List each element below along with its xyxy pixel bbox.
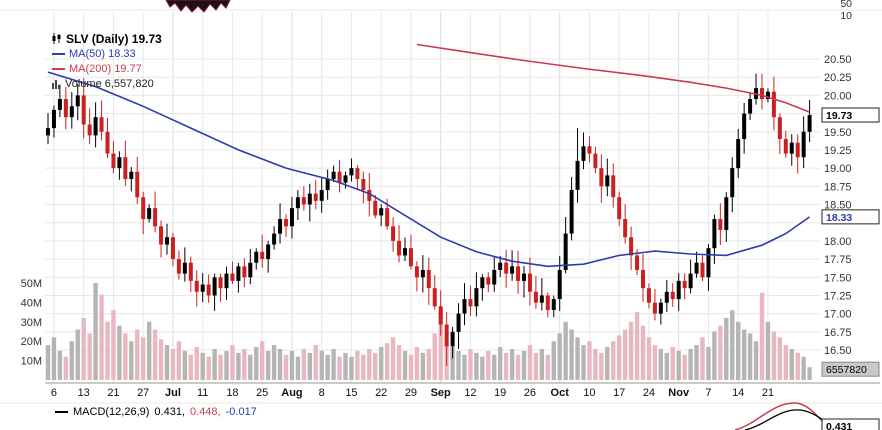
legend-ma200: MA(200) 19.77: [52, 61, 162, 76]
chart-legend: SLV (Daily) 19.73 MA(50) 18.33 MA(200) 1…: [52, 31, 162, 91]
svg-text:22: 22: [375, 387, 387, 399]
svg-text:50M: 50M: [21, 278, 42, 290]
svg-text:8: 8: [319, 387, 325, 399]
candles: [46, 73, 812, 367]
svg-text:20.50: 20.50: [824, 54, 852, 66]
svg-text:19.25: 19.25: [824, 145, 852, 157]
macd-value-badge: [821, 418, 880, 430]
svg-text:14: 14: [732, 387, 744, 399]
svg-text:21: 21: [762, 387, 774, 399]
svg-text:30M: 30M: [21, 317, 42, 329]
svg-text:10: 10: [583, 387, 595, 399]
svg-text:18.33: 18.33: [826, 212, 852, 224]
svg-text:Aug: Aug: [281, 387, 302, 399]
svg-text:16.75: 16.75: [824, 327, 852, 339]
svg-text:15: 15: [345, 387, 357, 399]
svg-text:6: 6: [51, 387, 57, 399]
svg-text:12: 12: [464, 387, 476, 399]
svg-text:19.00: 19.00: [824, 163, 852, 175]
volume-value-badge: [821, 361, 880, 377]
volume-bars: [45, 283, 812, 380]
legend-ma50-label: MA(50) 18.33: [69, 47, 136, 60]
svg-text:21: 21: [107, 387, 119, 399]
svg-text:17.25: 17.25: [824, 290, 852, 302]
svg-text:19.73: 19.73: [826, 110, 852, 122]
svg-text:0.431: 0.431: [826, 421, 852, 430]
svg-text:29: 29: [405, 387, 417, 399]
svg-text:19.50: 19.50: [824, 127, 852, 139]
macd-legend: MACD(12,26,9) 0.431, 0.448, -0.017: [55, 406, 257, 418]
volume-axis-labels: 50M 40M 30M 20M 10M: [21, 278, 42, 368]
legend-volume-label: Volume 6,557,820: [65, 77, 154, 90]
svg-text:Jul: Jul: [165, 387, 181, 399]
svg-text:Nov: Nov: [668, 387, 690, 399]
svg-text:20.00: 20.00: [824, 90, 852, 102]
ma50-value-badge: [821, 209, 880, 225]
legend-ma50: MA(50) 18.33: [52, 46, 162, 61]
ma200-line: [416, 43, 810, 113]
ma50-line: [47, 71, 811, 268]
svg-text:18.75: 18.75: [824, 181, 852, 193]
svg-text:11: 11: [197, 387, 208, 399]
volume-bars-icon: [52, 79, 60, 89]
top-panel-fragment: [165, 0, 231, 13]
macd-signal-value: 0.448,: [190, 406, 221, 418]
gridlines: [0, 9, 882, 404]
svg-text:20M: 20M: [21, 336, 42, 348]
price-axis-labels: 20.50 20.25 20.00 19.50 19.25 19.00 18.75 18.50…: [824, 54, 852, 357]
svg-text:Oct: Oct: [551, 387, 570, 399]
svg-text:20.25: 20.25: [824, 72, 852, 84]
legend-volume: Volume 6,557,820: [52, 76, 162, 91]
svg-text:Sep: Sep: [431, 387, 451, 399]
symbol-title-text: SLV (Daily) 19.73: [66, 31, 162, 46]
macd-line-swatch: [55, 411, 68, 413]
svg-text:27: 27: [137, 387, 149, 399]
svg-text:10M: 10M: [21, 356, 42, 368]
candlestick-icon: [52, 33, 61, 44]
value-badges: 19.73 18.33 6557820 0.431: [821, 107, 880, 430]
svg-text:40M: 40M: [21, 297, 42, 309]
svg-text:17.50: 17.50: [824, 272, 852, 284]
macd-label: MACD(12,26,9): [73, 406, 150, 418]
macd-preview: [734, 402, 823, 430]
ma200-line-swatch: [52, 67, 65, 70]
svg-text:6557820: 6557820: [826, 364, 867, 376]
svg-text:16.50: 16.50: [824, 345, 852, 357]
svg-text:50: 50: [840, 0, 852, 10]
svg-text:18: 18: [226, 387, 238, 399]
svg-text:18.00: 18.00: [824, 236, 852, 248]
svg-text:25: 25: [256, 387, 268, 399]
symbol-title: SLV (Daily) 19.73: [52, 31, 162, 46]
svg-text:18.50: 18.50: [824, 200, 852, 212]
svg-text:17.75: 17.75: [824, 254, 852, 266]
svg-text:7: 7: [705, 387, 711, 399]
legend-ma200-label: MA(200) 19.77: [69, 62, 142, 75]
date-axis-labels: 6 13 21 27 Jul 11 18 25 Aug 8 15 22 29 Sep 12 19 26 Oct 10…: [51, 387, 774, 399]
svg-text:10: 10: [840, 10, 852, 22]
svg-text:17: 17: [613, 387, 625, 399]
svg-text:24: 24: [643, 387, 655, 399]
svg-text:17.00: 17.00: [824, 309, 852, 321]
macd-value: 0.431,: [154, 406, 186, 418]
svg-text:26: 26: [524, 387, 536, 399]
svg-text:19: 19: [494, 387, 506, 399]
ma50-line-swatch: [52, 52, 65, 55]
svg-text:13: 13: [78, 387, 90, 399]
macd-hist-value: -0.017: [225, 406, 257, 418]
last-price-badge: [821, 107, 880, 123]
